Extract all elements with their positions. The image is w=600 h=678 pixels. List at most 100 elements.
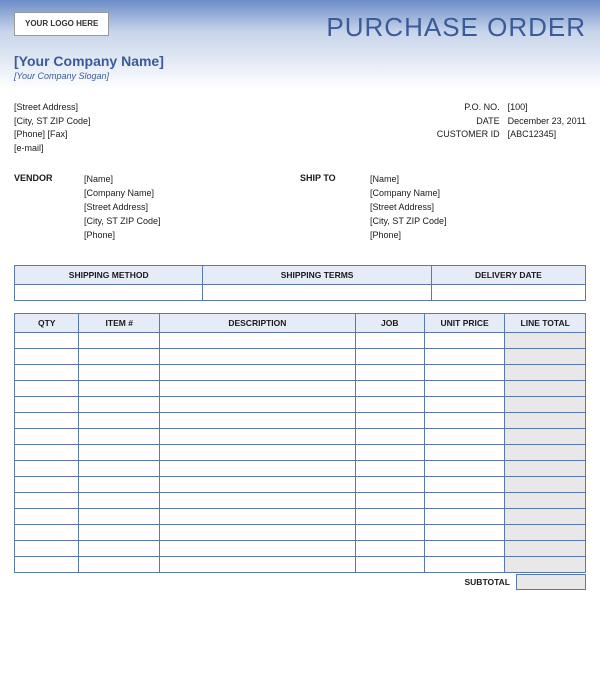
item-cell[interactable] bbox=[79, 460, 160, 476]
price-cell[interactable] bbox=[424, 556, 505, 572]
desc-cell[interactable] bbox=[160, 556, 356, 572]
job-cell[interactable] bbox=[355, 492, 424, 508]
desc-cell[interactable] bbox=[160, 348, 356, 364]
job-cell[interactable] bbox=[355, 508, 424, 524]
price-cell[interactable] bbox=[424, 396, 505, 412]
total-cell[interactable] bbox=[505, 556, 586, 572]
shipping-terms-cell[interactable] bbox=[203, 284, 431, 300]
item-cell[interactable] bbox=[79, 508, 160, 524]
price-cell[interactable] bbox=[424, 348, 505, 364]
total-cell[interactable] bbox=[505, 540, 586, 556]
item-cell[interactable] bbox=[79, 444, 160, 460]
desc-cell[interactable] bbox=[160, 412, 356, 428]
delivery-date-cell[interactable] bbox=[431, 284, 585, 300]
price-header: UNIT PRICE bbox=[424, 313, 505, 332]
qty-cell[interactable] bbox=[15, 540, 79, 556]
price-cell[interactable] bbox=[424, 412, 505, 428]
total-cell[interactable] bbox=[505, 524, 586, 540]
job-cell[interactable] bbox=[355, 396, 424, 412]
price-cell[interactable] bbox=[424, 364, 505, 380]
desc-cell[interactable] bbox=[160, 524, 356, 540]
job-cell[interactable] bbox=[355, 332, 424, 348]
price-cell[interactable] bbox=[424, 476, 505, 492]
item-cell[interactable] bbox=[79, 412, 160, 428]
company-slogan: [Your Company Slogan] bbox=[14, 71, 586, 81]
total-cell[interactable] bbox=[505, 332, 586, 348]
qty-cell[interactable] bbox=[15, 556, 79, 572]
desc-cell[interactable] bbox=[160, 444, 356, 460]
total-cell[interactable] bbox=[505, 460, 586, 476]
desc-cell[interactable] bbox=[160, 428, 356, 444]
job-cell[interactable] bbox=[355, 380, 424, 396]
price-cell[interactable] bbox=[424, 380, 505, 396]
price-cell[interactable] bbox=[424, 508, 505, 524]
job-cell[interactable] bbox=[355, 364, 424, 380]
job-cell[interactable] bbox=[355, 348, 424, 364]
job-cell[interactable] bbox=[355, 460, 424, 476]
item-cell[interactable] bbox=[79, 524, 160, 540]
total-cell[interactable] bbox=[505, 492, 586, 508]
desc-cell[interactable] bbox=[160, 364, 356, 380]
qty-cell[interactable] bbox=[15, 460, 79, 476]
job-cell[interactable] bbox=[355, 476, 424, 492]
qty-cell[interactable] bbox=[15, 428, 79, 444]
desc-cell[interactable] bbox=[160, 492, 356, 508]
qty-header: QTY bbox=[15, 313, 79, 332]
total-cell[interactable] bbox=[505, 396, 586, 412]
item-cell[interactable] bbox=[79, 364, 160, 380]
qty-cell[interactable] bbox=[15, 348, 79, 364]
desc-cell[interactable] bbox=[160, 476, 356, 492]
job-cell[interactable] bbox=[355, 444, 424, 460]
item-cell[interactable] bbox=[79, 348, 160, 364]
desc-cell[interactable] bbox=[160, 380, 356, 396]
total-cell[interactable] bbox=[505, 476, 586, 492]
price-cell[interactable] bbox=[424, 492, 505, 508]
item-cell[interactable] bbox=[79, 492, 160, 508]
item-cell[interactable] bbox=[79, 556, 160, 572]
desc-cell[interactable] bbox=[160, 460, 356, 476]
total-cell[interactable] bbox=[505, 364, 586, 380]
total-cell[interactable] bbox=[505, 508, 586, 524]
item-cell[interactable] bbox=[79, 396, 160, 412]
price-cell[interactable] bbox=[424, 460, 505, 476]
job-cell[interactable] bbox=[355, 428, 424, 444]
qty-cell[interactable] bbox=[15, 332, 79, 348]
item-cell[interactable] bbox=[79, 428, 160, 444]
desc-cell[interactable] bbox=[160, 508, 356, 524]
price-cell[interactable] bbox=[424, 428, 505, 444]
total-cell[interactable] bbox=[505, 428, 586, 444]
item-cell[interactable] bbox=[79, 476, 160, 492]
qty-cell[interactable] bbox=[15, 412, 79, 428]
total-cell[interactable] bbox=[505, 380, 586, 396]
item-cell[interactable] bbox=[79, 332, 160, 348]
desc-cell[interactable] bbox=[160, 332, 356, 348]
desc-cell[interactable] bbox=[160, 396, 356, 412]
total-cell[interactable] bbox=[505, 348, 586, 364]
price-cell[interactable] bbox=[424, 524, 505, 540]
job-cell[interactable] bbox=[355, 524, 424, 540]
qty-cell[interactable] bbox=[15, 380, 79, 396]
total-cell[interactable] bbox=[505, 444, 586, 460]
qty-cell[interactable] bbox=[15, 492, 79, 508]
job-cell[interactable] bbox=[355, 540, 424, 556]
price-cell[interactable] bbox=[424, 444, 505, 460]
price-cell[interactable] bbox=[424, 540, 505, 556]
price-cell[interactable] bbox=[424, 332, 505, 348]
qty-cell[interactable] bbox=[15, 396, 79, 412]
total-cell[interactable] bbox=[505, 412, 586, 428]
item-cell[interactable] bbox=[79, 380, 160, 396]
company-address: [Street Address] bbox=[14, 101, 437, 115]
qty-cell[interactable] bbox=[15, 524, 79, 540]
job-cell[interactable] bbox=[355, 556, 424, 572]
shipping-method-cell[interactable] bbox=[15, 284, 203, 300]
document-body: YOUR LOGO HERE PURCHASE ORDER [Your Comp… bbox=[0, 0, 600, 590]
job-cell[interactable] bbox=[355, 412, 424, 428]
item-cell[interactable] bbox=[79, 540, 160, 556]
date-label: DATE bbox=[437, 115, 500, 129]
desc-cell[interactable] bbox=[160, 540, 356, 556]
qty-cell[interactable] bbox=[15, 444, 79, 460]
shipto-name: [Name] bbox=[370, 173, 447, 187]
qty-cell[interactable] bbox=[15, 476, 79, 492]
qty-cell[interactable] bbox=[15, 364, 79, 380]
qty-cell[interactable] bbox=[15, 508, 79, 524]
